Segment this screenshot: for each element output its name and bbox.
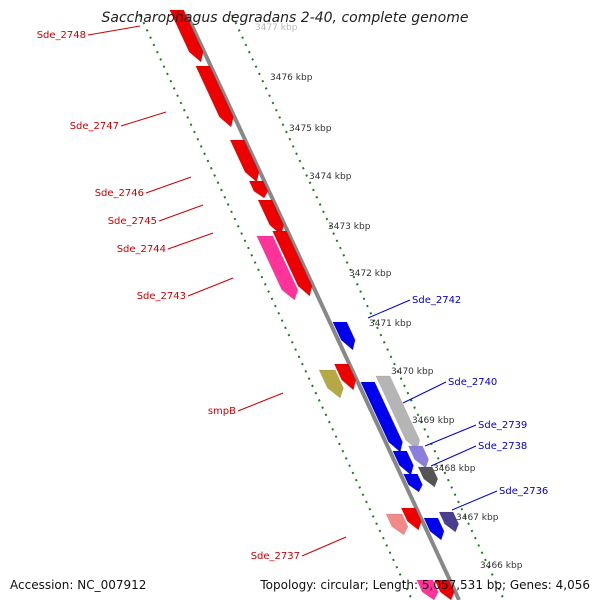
kbp-label-4: 3473 kbp xyxy=(328,222,371,232)
kbp-label-8: 3469 kbp xyxy=(412,416,455,426)
gene-sde-2738-gray xyxy=(417,466,439,488)
label-sde-2740-leader xyxy=(402,381,447,404)
kbp-label-6: 3471 kbp xyxy=(369,319,412,329)
label-sde-2747-leader xyxy=(120,111,167,127)
label-sde-2738-leader xyxy=(430,445,477,467)
kbp-label-10: 3467 kbp xyxy=(456,513,499,523)
gene-sde-2736 xyxy=(423,517,445,541)
label-sde-2736-leader xyxy=(451,490,498,511)
topology-summary: Topology: circular; Length: 5,057,531 bp… xyxy=(260,578,590,592)
label-sde-2745-leader xyxy=(158,204,204,222)
gene-sde-2747 xyxy=(195,65,234,128)
gene-gray-block xyxy=(375,375,420,451)
gene-sde-2745 xyxy=(248,180,269,199)
gene-sde-2739 xyxy=(392,450,414,476)
kbp-label-3: 3474 kbp xyxy=(309,172,352,182)
label-smpb: smpB xyxy=(208,406,236,417)
gene-sde-2743-pink xyxy=(256,235,299,301)
label-sde-2739: Sde_2739 xyxy=(478,420,527,431)
reverse-tick-track xyxy=(231,14,505,600)
gene-sde-2736-navy xyxy=(438,511,459,533)
gene-sde-2737-light xyxy=(385,513,409,536)
gene-sde-2744-forward xyxy=(257,199,284,236)
gene-smpb xyxy=(333,363,357,391)
kbp-label-11: 3466 kbp xyxy=(480,561,523,571)
kbp-label-0: 3477 kbp xyxy=(255,23,298,33)
gene-bottom-red xyxy=(434,579,455,600)
position-labels: 3477 kbp 3476 kbp 3475 kbp 3474 kbp 3473 kbp… xyxy=(255,23,523,571)
kbp-label-7: 3470 kbp xyxy=(391,367,434,377)
label-sde-2746-leader xyxy=(145,176,192,194)
label-sde-2740: Sde_2740 xyxy=(448,377,497,388)
gene-sde-2746 xyxy=(229,139,260,183)
label-sde-2739-leader xyxy=(424,424,477,447)
gene-sde-2742 xyxy=(332,321,356,351)
label-sde-2744-leader xyxy=(167,232,214,250)
gene-sde-2737 xyxy=(400,507,422,531)
label-sde-2737-leader xyxy=(301,536,347,557)
label-sde-2746: Sde_2746 xyxy=(95,188,144,199)
kbp-label-1: 3476 kbp xyxy=(270,73,313,83)
label-sde-2744: Sde_2744 xyxy=(117,244,166,255)
label-smpb-leader xyxy=(237,392,284,412)
kbp-label-5: 3472 kbp xyxy=(349,269,392,279)
forward-tick-track xyxy=(139,14,413,600)
label-sde-2748-leader xyxy=(87,25,141,36)
gene-sde-2740 xyxy=(360,381,403,453)
gene-sde-2739-lavender xyxy=(408,445,429,469)
gene-features xyxy=(169,9,459,600)
kbp-label-9: 3468 kbp xyxy=(433,464,476,474)
label-sde-2737: Sde_2737 xyxy=(251,551,300,562)
gene-bottom-pink xyxy=(416,579,439,600)
kbp-label-2: 3475 kbp xyxy=(289,124,332,134)
label-sde-2747: Sde_2747 xyxy=(70,121,119,132)
track-lines xyxy=(139,14,505,600)
accession-text: Accession: NC_007912 xyxy=(10,578,147,592)
genome-backbone xyxy=(185,14,461,600)
label-sde-2736: Sde_2736 xyxy=(499,486,548,497)
gene-labels: Sde_2748 Sde_2747 Sde_2746 Sde_2745 Sde_2744… xyxy=(37,25,548,562)
map-title: Saccharophagus degradans 2-40, complete … xyxy=(102,10,469,26)
gene-sde-2748 xyxy=(169,9,204,63)
gene-olive-block xyxy=(318,369,344,399)
label-sde-2742-leader xyxy=(367,299,411,319)
label-sde-2743-leader xyxy=(187,277,234,297)
gene-sde-2743-forward xyxy=(272,230,313,297)
label-sde-2743: Sde_2743 xyxy=(137,291,186,302)
label-sde-2742: Sde_2742 xyxy=(412,295,461,306)
label-sde-2748: Sde_2748 xyxy=(37,30,86,41)
gene-sde-2738 xyxy=(403,473,423,493)
label-sde-2745: Sde_2745 xyxy=(108,216,157,227)
label-sde-2738: Sde_2738 xyxy=(478,441,527,452)
